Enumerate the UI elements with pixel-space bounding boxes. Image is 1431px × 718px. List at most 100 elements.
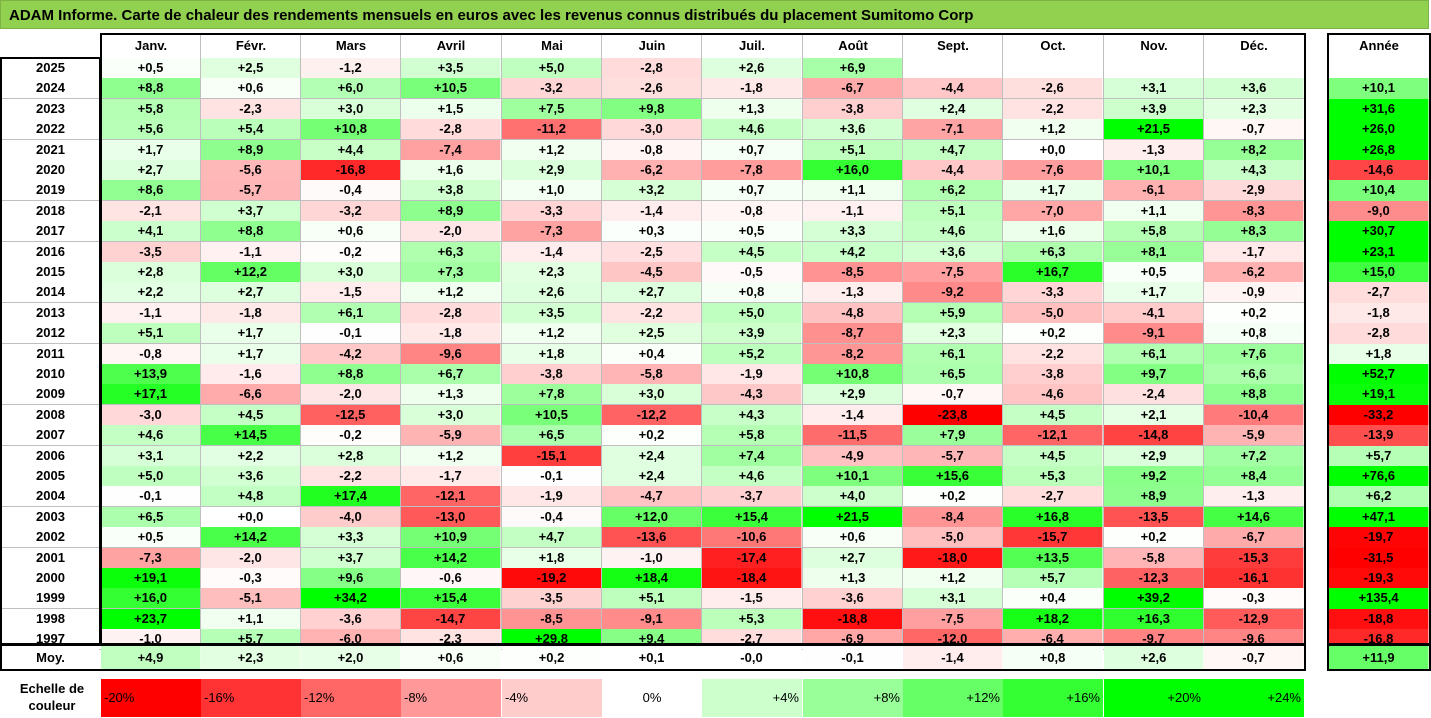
average-cell: +2,0 (301, 646, 401, 669)
heatmap-cell: +2,4 (602, 445, 702, 466)
heatmap-cell: +14,2 (401, 547, 501, 568)
heatmap-cell: +1,6 (401, 160, 501, 181)
heatmap-cell: -4,0 (301, 506, 401, 528)
heatmap-cell: -5,1 (201, 588, 301, 609)
heatmap-cell: -12,2 (602, 404, 702, 426)
heatmap-cell: +0,7 (702, 139, 802, 160)
heatmap-cell: +4,0 (803, 486, 903, 507)
heatmap-cell: +5,1 (602, 588, 702, 609)
average-cell: +0,2 (502, 646, 602, 669)
heatmap-cell: -23,8 (903, 404, 1003, 426)
heatmap-cell: -9,1 (1104, 323, 1204, 344)
heatmap-cell: +1,7 (101, 139, 201, 160)
annual-cell: +52,7 (1329, 364, 1429, 385)
heatmap-cell: +0,0 (1003, 139, 1103, 160)
heatmap-cell: +4,7 (903, 139, 1003, 160)
month-header: Avril (401, 35, 501, 57)
row-year-label: 2016 (2, 241, 99, 262)
heatmap-cell: +7,4 (702, 445, 802, 466)
heatmap-cell: +3,6 (201, 466, 301, 487)
average-cell: +2,6 (1104, 646, 1204, 669)
annual-cell: +19,1 (1329, 384, 1429, 405)
heatmap-cell: +17,4 (301, 486, 401, 507)
column-divider (400, 35, 401, 643)
heatmap-cell: -2,0 (201, 547, 301, 568)
heatmap-cell: +0,2 (1204, 302, 1304, 324)
heatmap-cell: +6,2 (903, 180, 1003, 201)
heatmap-cell: -7,3 (101, 547, 201, 568)
heatmap-cell: -7,4 (401, 139, 501, 160)
heatmap-cell: -3,0 (101, 404, 201, 426)
month-header: Juil. (702, 35, 802, 57)
row-year-label: 2000 (2, 568, 99, 589)
row-year-label: 2022 (2, 119, 99, 140)
average-cell: +2,3 (201, 646, 301, 669)
heatmap-cell: +16,3 (1104, 608, 1204, 630)
heatmap-cell: -4,5 (602, 262, 702, 283)
heatmap-cell: -14,8 (1104, 425, 1204, 446)
heatmap-cell: +1,7 (201, 323, 301, 344)
legend-swatch: -12% (301, 679, 401, 717)
heatmap-cell: +1,1 (803, 180, 903, 201)
heatmap-cell: -2,6 (602, 78, 702, 99)
heatmap-cell: -0,7 (903, 384, 1003, 405)
heatmap-cell: +0,5 (702, 221, 802, 242)
heatmap-cell: +7,9 (903, 425, 1003, 446)
heatmap-cell: +10,8 (803, 364, 903, 385)
heatmap-cell: +6,1 (1104, 343, 1204, 364)
heatmap-cell: -3,8 (1003, 364, 1103, 385)
heatmap-cell: +1,0 (502, 180, 602, 201)
heatmap-cell: +3,0 (301, 262, 401, 283)
heatmap-cell: +1,2 (903, 568, 1003, 589)
heatmap-cell: +5,0 (101, 466, 201, 487)
heatmap-cell: +1,2 (502, 323, 602, 344)
row-year-label: 2008 (2, 404, 99, 426)
heatmap-cell: -12,1 (401, 486, 501, 507)
annual-cell: +10,1 (1329, 78, 1429, 99)
heatmap-cell: +16,0 (101, 588, 201, 609)
heatmap-cell: -2,1 (101, 200, 201, 222)
heatmap-cell: +8,9 (201, 139, 301, 160)
heatmap-cell: -2,0 (401, 221, 501, 242)
month-header: Août (803, 35, 903, 57)
annual-cell: -31,5 (1329, 547, 1429, 568)
heatmap-cell: -5,9 (401, 425, 501, 446)
heatmap-cell: -15,1 (502, 445, 602, 466)
heatmap-cell: +5,0 (702, 302, 802, 324)
heatmap-cell: +14,2 (201, 527, 301, 548)
average-cell: -0,1 (803, 646, 903, 669)
heatmap-cell: +9,8 (602, 98, 702, 120)
heatmap-cell: +6,5 (101, 506, 201, 528)
row-year-label: 2010 (2, 364, 99, 385)
heatmap-cell: +4,5 (1003, 404, 1103, 426)
heatmap-cell: +2,5 (201, 58, 301, 79)
heatmap-cell: +4,7 (502, 527, 602, 548)
heatmap-cell: +4,5 (1003, 445, 1103, 466)
heatmap-cell: -2,8 (401, 119, 501, 140)
heatmap-cell: +5,3 (1003, 466, 1103, 487)
heatmap-cell: +14,6 (1204, 506, 1304, 528)
heatmap-cell: +8,4 (1204, 466, 1304, 487)
heatmap-cell: -4,8 (803, 302, 903, 324)
heatmap-cell: -6,2 (1204, 262, 1304, 283)
row-year-label: 1999 (2, 588, 99, 609)
heatmap-cell: -0,4 (301, 180, 401, 201)
annual-cell: +135,4 (1329, 588, 1429, 609)
heatmap-cell: -8,7 (803, 323, 903, 344)
heatmap-cell: -12,1 (1003, 425, 1103, 446)
average-row-label: Moy. (2, 646, 99, 669)
heatmap-cell: -7,1 (903, 119, 1003, 140)
heatmap-cell: -2,8 (602, 58, 702, 79)
heatmap-cell: +0,8 (1204, 323, 1304, 344)
heatmap-cell: +7,3 (401, 262, 501, 283)
heatmap-cell: -1,5 (702, 588, 802, 609)
heatmap-cell: +3,9 (1104, 98, 1204, 120)
heatmap-cell: +1,2 (401, 445, 501, 466)
heatmap-cell: +5,1 (101, 323, 201, 344)
heatmap-cell: +3,0 (401, 404, 501, 426)
column-divider (601, 35, 602, 643)
heatmap-cell: -16,1 (1204, 568, 1304, 589)
heatmap-cell: -1,8 (401, 323, 501, 344)
heatmap-cell: -1,5 (301, 282, 401, 303)
